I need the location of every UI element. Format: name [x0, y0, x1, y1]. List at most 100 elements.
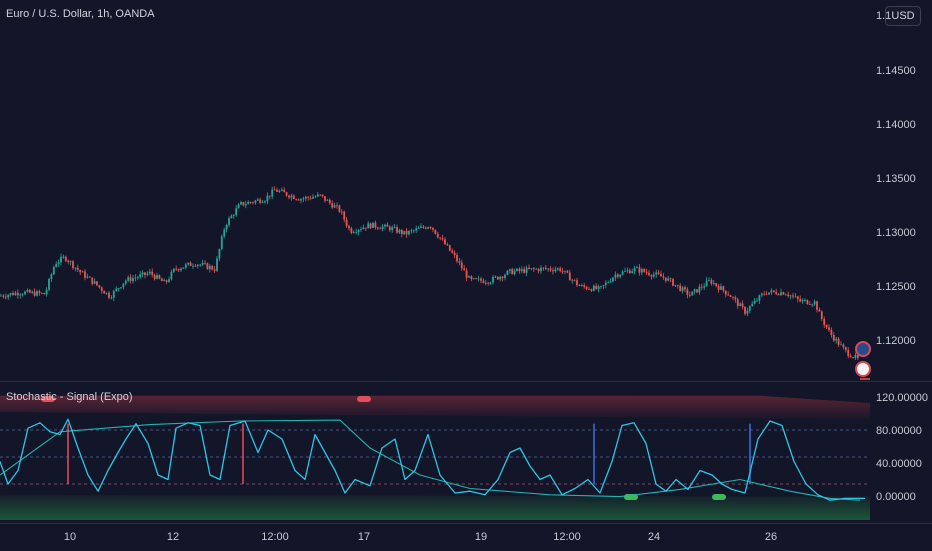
- candle-body: [268, 195, 271, 197]
- time-tick: 26: [764, 531, 778, 543]
- symbol-title[interactable]: Euro / U.S. Dollar, 1h, OANDA: [6, 8, 155, 20]
- candle-body: [304, 196, 307, 199]
- candle-body: [336, 205, 338, 207]
- candle-body: [693, 289, 696, 292]
- candle-body: [309, 197, 312, 199]
- currency-button[interactable]: USD: [885, 6, 921, 26]
- candle-body: [578, 285, 581, 287]
- candle-body: [398, 229, 401, 233]
- candle-body: [544, 267, 547, 269]
- candle-body: [638, 267, 641, 273]
- candle-body: [698, 286, 701, 293]
- candle-body: [806, 299, 809, 305]
- price-tick: 1.1: [876, 10, 892, 22]
- time-tick: 12:00: [261, 531, 289, 543]
- candle-body: [40, 292, 43, 294]
- candle-body: [33, 291, 36, 296]
- candle-body: [775, 291, 778, 295]
- candle-body: [372, 222, 374, 228]
- candle-body: [105, 292, 108, 294]
- candle-body: [808, 304, 811, 305]
- candle-body: [547, 268, 550, 270]
- candle-body: [530, 268, 533, 270]
- us-flag-icon[interactable]: [855, 361, 871, 377]
- indicator-axis[interactable]: 120.00000 80.00000 40.00000 0.00000: [870, 385, 932, 520]
- candle-body: [43, 292, 46, 295]
- candle-body: [734, 297, 737, 300]
- candle-body: [280, 189, 283, 191]
- candle-body: [655, 272, 658, 275]
- candle-body: [432, 227, 434, 230]
- candle-body: [588, 288, 590, 290]
- candle-body: [696, 289, 698, 293]
- candle-body: [837, 338, 840, 345]
- candle-body: [660, 274, 662, 277]
- candle-body: [422, 226, 425, 228]
- candle-body: [703, 286, 706, 288]
- indicator-pane[interactable]: [0, 385, 870, 520]
- candle-body: [496, 276, 499, 280]
- candle-body: [14, 292, 17, 296]
- candle-body: [609, 281, 612, 283]
- candle-body: [285, 192, 288, 196]
- indicator-title[interactable]: Stochastic - Signal (Expo): [6, 391, 133, 403]
- candle-body: [69, 261, 72, 263]
- candle-body: [854, 354, 857, 358]
- candle-body: [57, 262, 60, 264]
- crosshair-icon[interactable]: [855, 341, 871, 357]
- candle-body: [439, 237, 442, 239]
- signal-line: [0, 419, 861, 501]
- candle-body: [367, 223, 370, 229]
- candle-body: [621, 271, 624, 275]
- price-axis[interactable]: 1.1 1.14500 1.14000 1.13500 1.13000 1.12…: [870, 0, 932, 380]
- candle-body: [81, 271, 84, 273]
- candle-body: [64, 256, 67, 261]
- candle-body: [674, 284, 677, 286]
- signal-marker: [712, 494, 726, 500]
- indicator-tick: 120.00000: [876, 392, 928, 404]
- stochastic-chart[interactable]: [0, 385, 870, 520]
- candle-body: [324, 196, 326, 201]
- time-axis[interactable]: 10 12 12:00 17 19 12:00 24 26: [0, 523, 932, 551]
- candle-body: [532, 268, 535, 270]
- candle-body: [513, 270, 516, 275]
- candle-body: [19, 294, 22, 296]
- price-chart-pane[interactable]: [0, 0, 930, 380]
- candle-body: [741, 303, 744, 307]
- candle-body: [156, 275, 158, 279]
- candle-body: [818, 309, 821, 312]
- candle-body: [345, 219, 348, 226]
- candle-body: [261, 202, 264, 204]
- candle-body: [789, 295, 792, 297]
- candle-body: [628, 270, 631, 274]
- candle-body: [160, 278, 163, 282]
- time-tick: 10: [63, 531, 77, 543]
- candle-body: [456, 255, 458, 262]
- candle-body: [127, 277, 130, 281]
- candle-body: [842, 344, 845, 348]
- candle-body: [722, 286, 725, 291]
- price-tick: 1.13000: [876, 227, 916, 239]
- candle-body: [559, 268, 562, 272]
- candle-body: [96, 281, 98, 286]
- candle-body: [230, 215, 233, 219]
- candle-body: [122, 283, 125, 288]
- candle-body: [434, 229, 437, 234]
- candle-body: [508, 269, 511, 271]
- candle-body: [492, 276, 494, 283]
- signal-marker: [357, 396, 371, 402]
- candle-body: [276, 189, 278, 192]
- candle-body: [144, 272, 146, 275]
- candle-body: [633, 267, 636, 272]
- candle-body: [688, 294, 691, 296]
- pane-separator[interactable]: [0, 381, 932, 382]
- candle-body: [552, 270, 554, 272]
- candle-body: [300, 199, 302, 201]
- candlestick-chart[interactable]: [0, 0, 930, 380]
- candle-body: [715, 283, 718, 286]
- candle-body: [465, 270, 468, 278]
- candle-body: [556, 268, 559, 270]
- candle-body: [369, 223, 372, 228]
- candle-body: [74, 267, 77, 269]
- candle-body: [187, 262, 190, 265]
